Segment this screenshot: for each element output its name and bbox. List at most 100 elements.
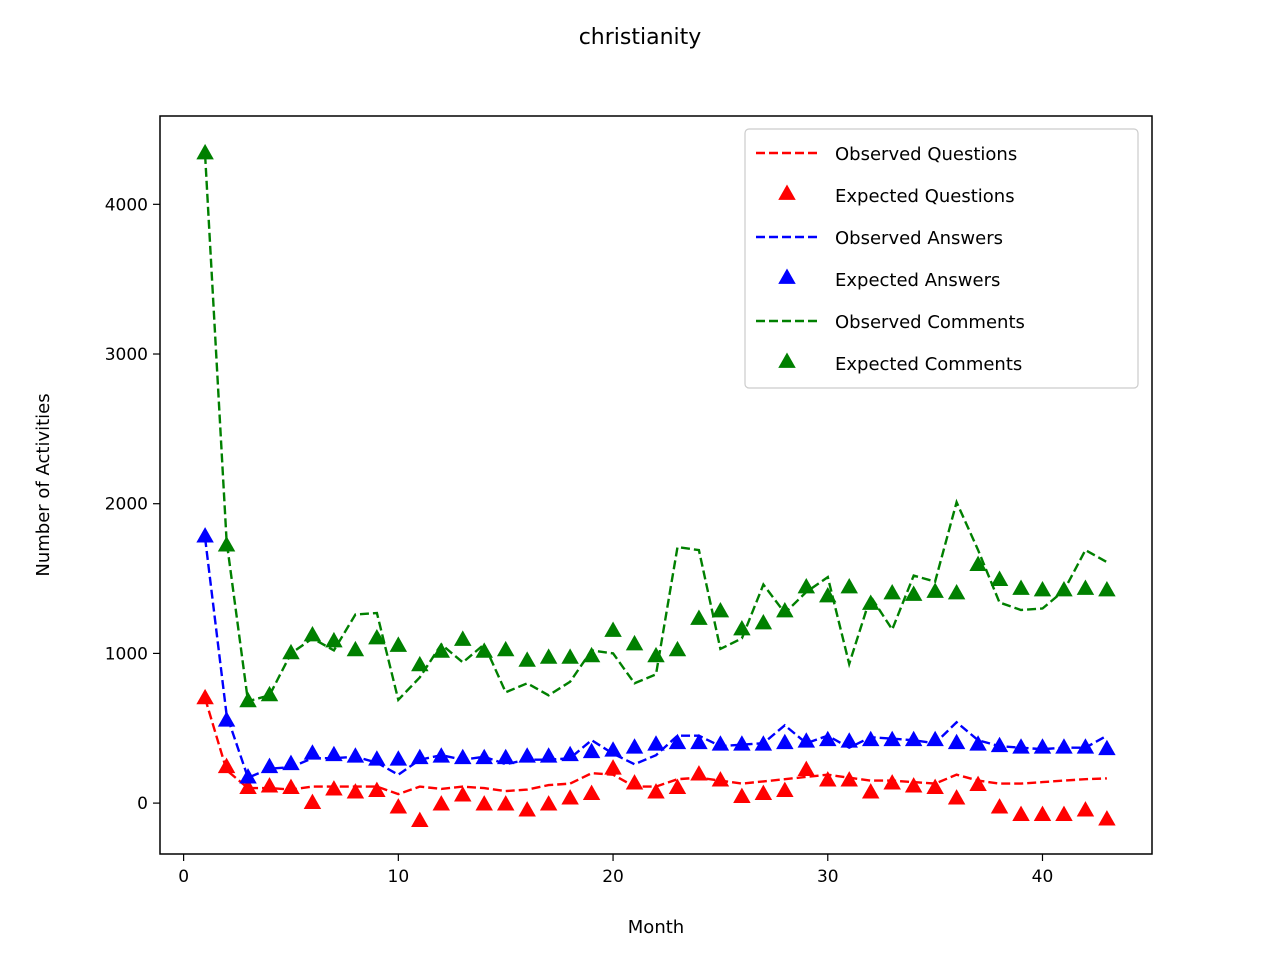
legend-item-expected-comments: Expected Comments xyxy=(778,352,1022,375)
expected-comments-point xyxy=(840,578,858,594)
expected-comments-point xyxy=(711,601,730,618)
expected-questions-point xyxy=(1098,810,1116,826)
expected-questions-point xyxy=(647,783,665,799)
expected-comments-point xyxy=(668,640,687,657)
expected-questions-point xyxy=(604,759,622,775)
expected-answers-point xyxy=(904,730,923,747)
expected-answers-point xyxy=(496,748,515,765)
expected-answers-point xyxy=(990,736,1009,753)
expected-comments-point xyxy=(539,648,558,664)
expected-comments-point xyxy=(690,609,708,625)
x-axis-label: Month xyxy=(628,917,684,938)
legend-item-observed-questions: Observed Questions xyxy=(756,144,1017,165)
expected-questions-point xyxy=(561,789,579,805)
expected-questions-point xyxy=(690,765,708,781)
expected-questions-point xyxy=(346,783,365,799)
y-axis: 0 1000 2000 3000 4000 xyxy=(105,195,160,814)
expected-comments-point xyxy=(947,584,966,600)
expected-answers-point xyxy=(690,733,708,750)
expected-answers-point xyxy=(604,741,622,757)
expected-questions-point xyxy=(947,789,966,805)
expected-comments-point xyxy=(926,582,944,598)
legend-label: Observed Questions xyxy=(835,144,1017,165)
expected-comments-point xyxy=(411,655,429,672)
expected-questions-point xyxy=(733,787,751,804)
legend-item-observed-answers: Observed Answers xyxy=(756,228,1003,249)
expected-questions-point xyxy=(475,795,493,811)
expected-questions-point xyxy=(496,795,515,811)
expected-questions-point xyxy=(539,795,558,811)
expected-comments-point xyxy=(346,640,365,657)
expected-comments-point xyxy=(582,646,601,663)
expected-questions-point xyxy=(904,777,923,793)
expected-questions-point xyxy=(883,774,901,790)
legend-triangle-swatch xyxy=(778,352,796,368)
legend-item-observed-comments: Observed Comments xyxy=(756,312,1025,333)
x-tick-label: 20 xyxy=(602,867,624,887)
expected-answers-point xyxy=(411,748,429,765)
expected-answers-point xyxy=(454,748,472,765)
expected-answers-point xyxy=(883,730,901,747)
expected-questions-point xyxy=(217,757,236,774)
expected-answers-point xyxy=(776,733,794,750)
expected-comments-point xyxy=(1055,581,1073,597)
expected-comments-markers xyxy=(196,143,1116,708)
expected-comments-point xyxy=(196,143,214,160)
x-tick-label: 10 xyxy=(388,867,410,887)
y-axis-label: Number of Activities xyxy=(33,393,54,576)
x-axis: 0 10 20 30 40 xyxy=(178,854,1053,887)
x-tick-label: 40 xyxy=(1032,867,1054,887)
expected-comments-point xyxy=(733,619,751,636)
expected-answers-point xyxy=(368,750,386,766)
observed-comments-line xyxy=(203,154,1108,703)
expected-comments-point xyxy=(239,691,257,708)
expected-answers-point xyxy=(303,744,322,760)
expected-questions-point xyxy=(325,780,343,796)
expected-answers-point xyxy=(861,730,880,747)
expected-comments-point xyxy=(432,642,451,658)
expected-questions-point xyxy=(1055,805,1073,821)
expected-questions-point xyxy=(389,798,408,814)
legend-label: Observed Answers xyxy=(835,228,1003,249)
x-tick-label: 0 xyxy=(178,867,189,887)
expected-comments-point xyxy=(647,646,665,663)
y-tick-label: 1000 xyxy=(105,644,148,664)
expected-questions-point xyxy=(776,781,794,798)
expected-answers-point xyxy=(1012,738,1030,754)
legend-triangle-swatch xyxy=(778,184,796,200)
expected-questions-point xyxy=(282,778,300,795)
expected-questions-point xyxy=(711,771,730,787)
expected-answers-point xyxy=(926,730,944,747)
expected-answers-point xyxy=(325,745,343,762)
expected-questions-point xyxy=(454,786,472,802)
expected-comments-point xyxy=(883,584,901,600)
expected-questions-point xyxy=(368,781,386,798)
expected-questions-point xyxy=(1012,805,1030,821)
expected-answers-point xyxy=(260,757,279,774)
legend-items: Observed Questions Expected Questions Obse… xyxy=(756,144,1025,375)
expected-questions-markers xyxy=(196,688,1116,827)
expected-questions-point xyxy=(625,774,644,790)
expected-answers-point xyxy=(432,747,451,763)
legend-label: Observed Comments xyxy=(835,312,1025,333)
expected-answers-point xyxy=(582,742,601,759)
expected-comments-point xyxy=(990,570,1009,586)
expected-comments-point xyxy=(969,555,987,571)
expected-answers-point xyxy=(668,733,687,750)
expected-questions-point xyxy=(969,775,987,792)
expected-comments-point xyxy=(496,640,515,657)
expected-answers-point xyxy=(733,735,751,751)
legend-triangle-swatch xyxy=(778,268,796,284)
expected-answers-point xyxy=(1055,738,1073,754)
expected-questions-point xyxy=(582,784,601,801)
expected-comments-point xyxy=(561,648,579,664)
y-tick-label: 0 xyxy=(137,794,148,814)
expected-answers-point xyxy=(217,711,236,727)
expected-questions-point xyxy=(754,784,773,801)
legend: Observed Questions Expected Questions Obse… xyxy=(744,128,1139,389)
expected-answers-point xyxy=(711,735,730,751)
expected-answers-point xyxy=(797,732,816,748)
expected-answers-point xyxy=(1098,739,1116,756)
y-tick-label: 3000 xyxy=(105,345,148,365)
